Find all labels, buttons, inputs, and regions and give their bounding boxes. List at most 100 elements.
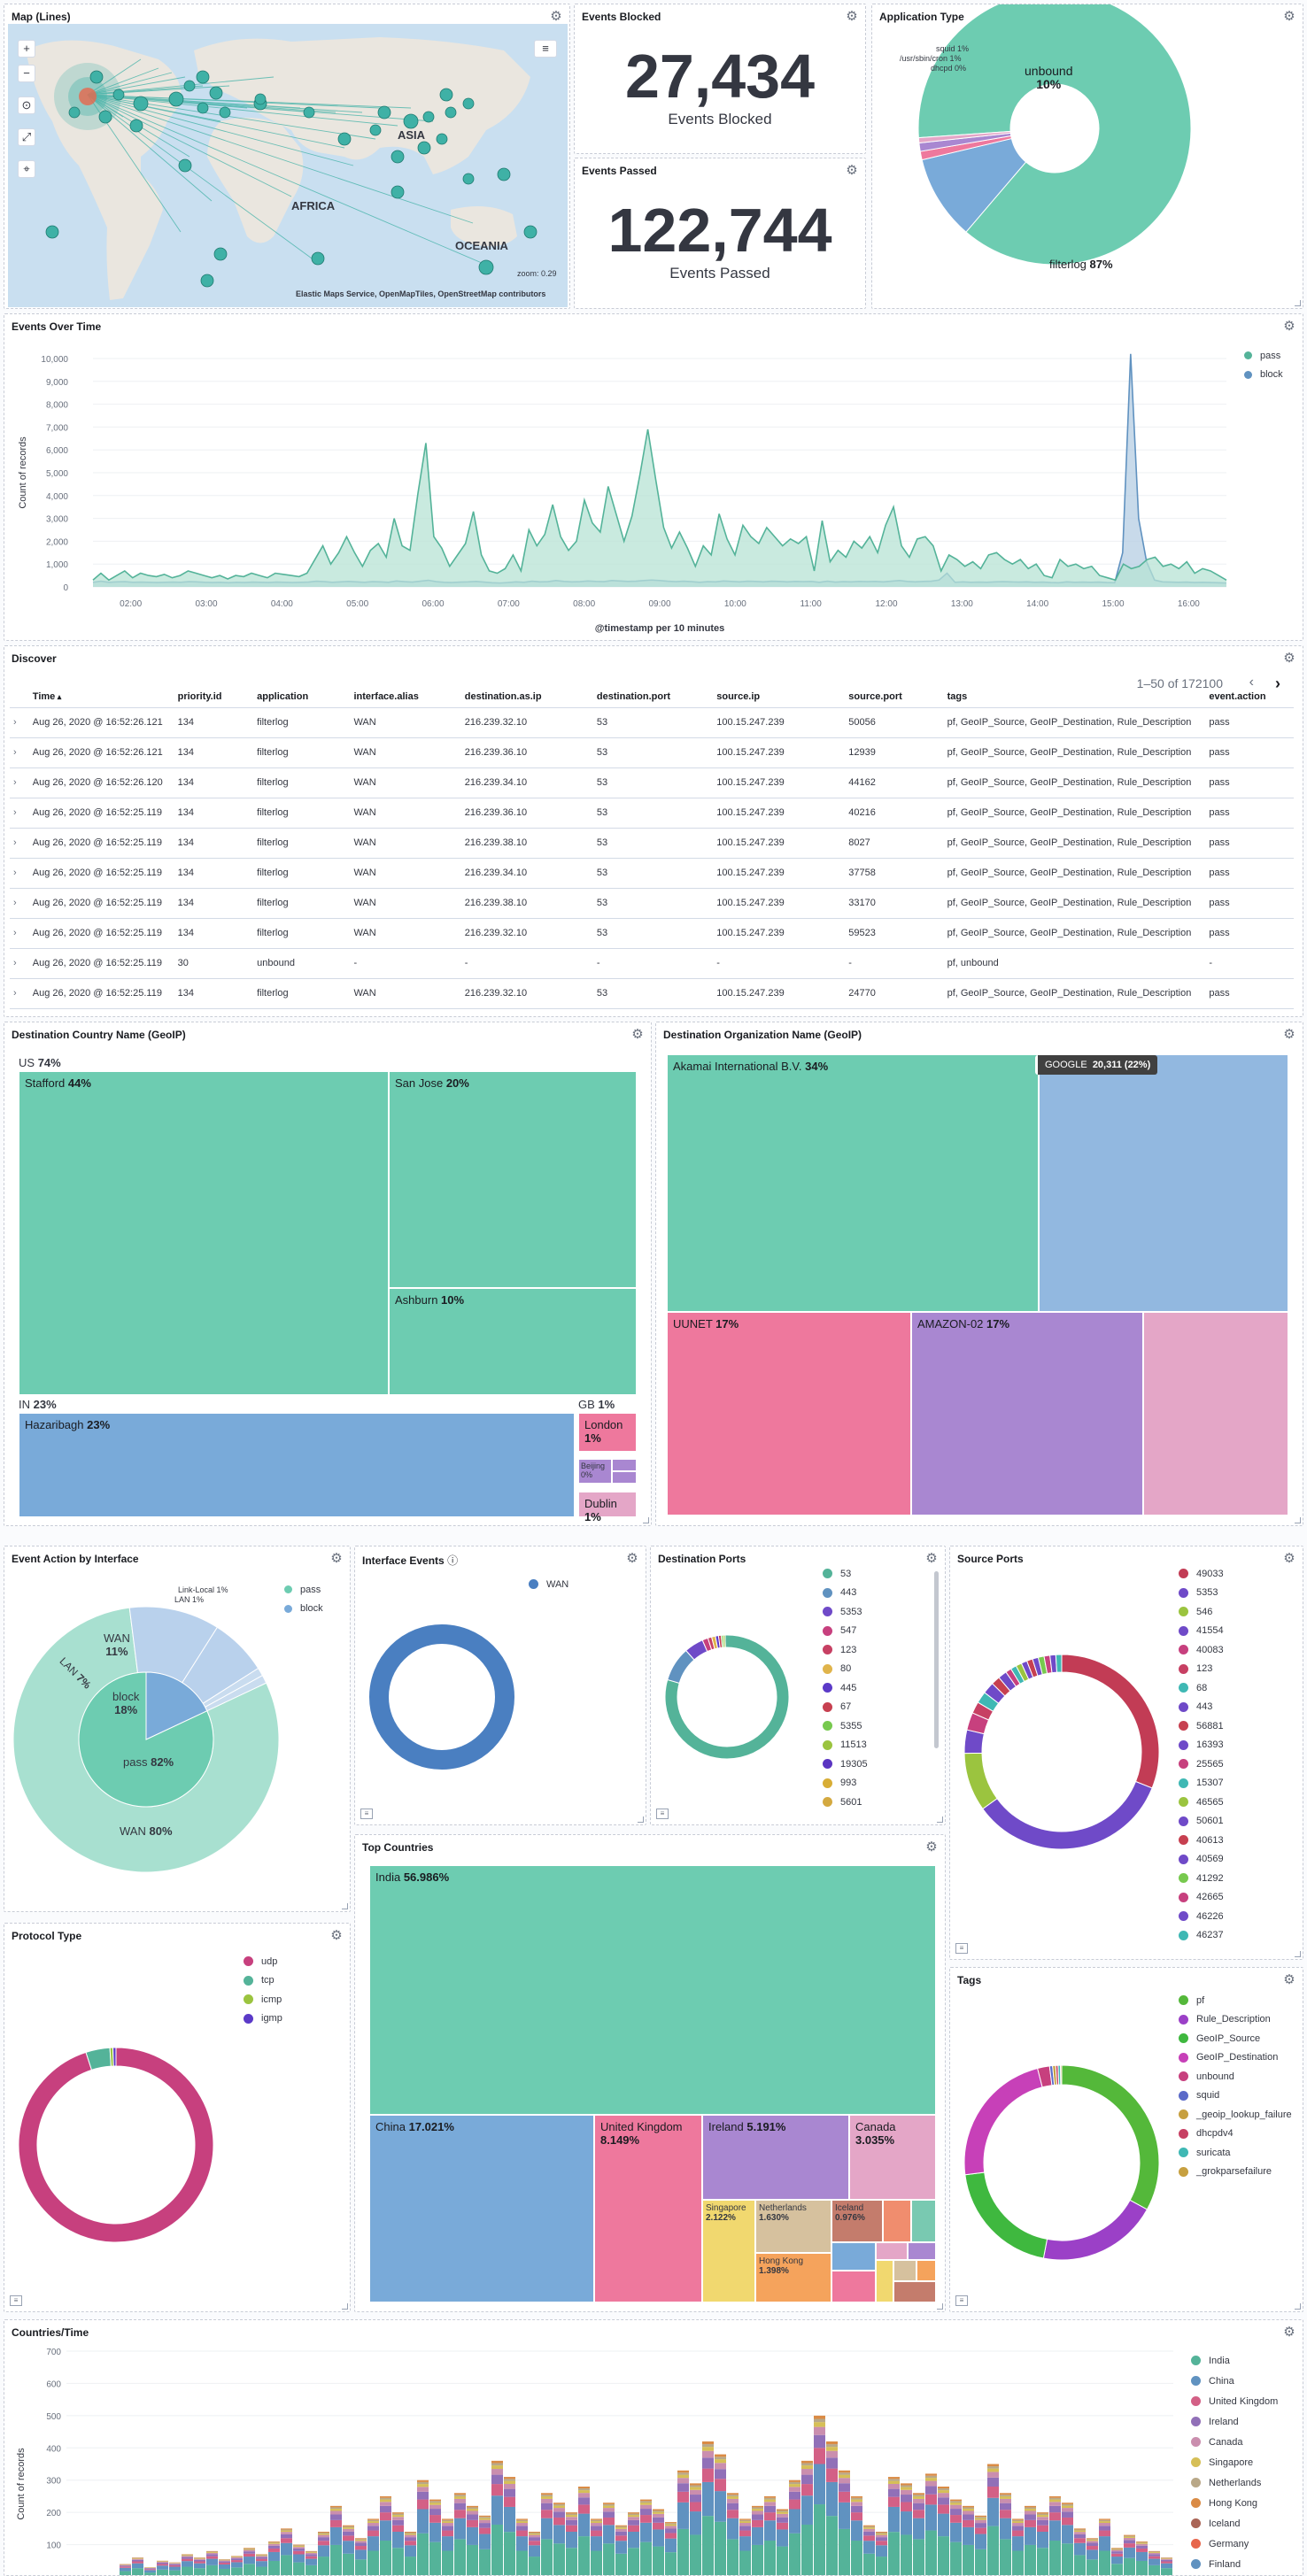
ct-bar-26-2[interactable] (442, 2531, 453, 2537)
ct-bar-5-0[interactable] (182, 2567, 193, 2576)
ct-bar-68-3[interactable] (963, 2514, 974, 2519)
ct-bar-76-2[interactable] (1062, 2518, 1073, 2525)
ct-bar-64-4[interactable] (913, 2499, 924, 2503)
ct-bar-7-0[interactable] (206, 2565, 218, 2576)
ct-bar-14-5[interactable] (293, 2546, 305, 2547)
ct-bar-68-1[interactable] (963, 2527, 974, 2545)
legend-dport-4[interactable]: 123 (823, 1640, 868, 1660)
map-zoom-in-button[interactable]: + (18, 40, 35, 58)
ct-bar-31-2[interactable] (504, 2497, 515, 2507)
ct-bar-47-2[interactable] (702, 2469, 714, 2482)
ct-bar-30-7[interactable] (491, 2461, 503, 2464)
ct-bar-59-7[interactable] (851, 2496, 862, 2498)
ct-bar-39-6[interactable] (603, 2504, 615, 2506)
ct-bar-43-7[interactable] (653, 2510, 664, 2511)
ct-bar-51-2[interactable] (752, 2520, 763, 2527)
ct-bar-52-2[interactable] (764, 2512, 776, 2520)
ct-bar-27-2[interactable] (454, 2510, 466, 2518)
ct-bar-20-6[interactable] (367, 2520, 379, 2521)
destination-ports-scrollbar[interactable] (934, 1571, 939, 1748)
ct-bar-22-1[interactable] (392, 2532, 404, 2548)
ct-bar-78-2[interactable] (1087, 2546, 1098, 2549)
tm-finland[interactable] (911, 2200, 936, 2242)
ct-bar-61-0[interactable] (876, 2557, 887, 2576)
ct-bar-43-1[interactable] (653, 2529, 664, 2546)
ct-bar-83-1[interactable] (1148, 2559, 1160, 2565)
legend-wan[interactable]: WAN (529, 1575, 568, 1594)
ct-bar-35-3[interactable] (553, 2511, 565, 2518)
ct-bar-62-7[interactable] (888, 2477, 900, 2479)
ct-bar-37-2[interactable] (578, 2504, 590, 2513)
ct-bar-46-2[interactable] (690, 2502, 701, 2511)
protocol-slice-3[interactable] (113, 2048, 116, 2066)
legend-country-9[interactable]: Germany (1191, 2534, 1278, 2554)
ct-bar-40-3[interactable] (615, 2532, 627, 2536)
tm-china[interactable]: China 17.021% (369, 2115, 594, 2302)
tm-germany[interactable] (883, 2200, 911, 2242)
legend-dport-9[interactable]: 11513 (823, 1736, 868, 1755)
ct-bar-7-3[interactable] (206, 2554, 218, 2556)
ct-bar-34-3[interactable] (541, 2503, 553, 2510)
ct-bar-69-3[interactable] (975, 2523, 986, 2528)
ct-bar-0-1[interactable] (120, 2568, 131, 2572)
ct-bar-21-6[interactable] (380, 2498, 391, 2500)
ct-bar-45-0[interactable] (677, 2529, 689, 2576)
ct-bar-14-4[interactable] (293, 2547, 305, 2549)
ct-bar-84-0[interactable] (1161, 2568, 1172, 2576)
ct-bar-21-0[interactable] (380, 2541, 391, 2576)
ct-bar-20-1[interactable] (367, 2536, 379, 2550)
ct-bar-18-2[interactable] (343, 2535, 354, 2541)
ct-bar-68-6[interactable] (963, 2507, 974, 2509)
ct-bar-23-2[interactable] (405, 2541, 416, 2545)
ct-bar-49-0[interactable] (727, 2539, 739, 2576)
ct-bar-4-1[interactable] (169, 2567, 181, 2571)
ct-bar-45-7[interactable] (677, 2471, 689, 2472)
ct-bar-47-0[interactable] (702, 2516, 714, 2576)
ct-bar-45-3[interactable] (677, 2483, 689, 2492)
ct-bar-22-2[interactable] (392, 2526, 404, 2532)
ct-bar-71-5[interactable] (1000, 2496, 1011, 2499)
tm-india[interactable]: India 56.986% (369, 1865, 936, 2115)
map-draw-icon[interactable]: ⌖ (18, 160, 35, 178)
legend-country-3[interactable]: Ireland (1191, 2411, 1278, 2432)
tm-beijing-small-2[interactable] (612, 1471, 637, 1484)
ct-bar-20-3[interactable] (367, 2526, 379, 2530)
ct-bar-43-5[interactable] (653, 2512, 664, 2514)
map-fullscreen-icon[interactable]: ⤢ (18, 128, 35, 146)
ct-bar-10-2[interactable] (244, 2554, 255, 2557)
legend-sport-19[interactable]: 46237 (1179, 1926, 1224, 1946)
ct-bar-79-0[interactable] (1099, 2550, 1110, 2576)
dest-ports-slice-9[interactable] (723, 1635, 726, 1647)
ct-bar-45-5[interactable] (677, 2475, 689, 2479)
legend-country-5[interactable]: Singapore (1191, 2452, 1278, 2472)
ct-bar-65-0[interactable] (925, 2531, 937, 2576)
ct-bar-21-2[interactable] (380, 2512, 391, 2520)
ct-bar-70-2[interactable] (987, 2487, 999, 2498)
ct-bar-24-4[interactable] (417, 2487, 429, 2491)
ct-bar-20-2[interactable] (367, 2531, 379, 2537)
ct-bar-61-3[interactable] (876, 2537, 887, 2541)
ct-bar-4-3[interactable] (169, 2564, 181, 2565)
ct-bar-73-4[interactable] (1025, 2510, 1036, 2514)
ct-bar-73-0[interactable] (1025, 2545, 1036, 2576)
ct-bar-15-6[interactable] (305, 2551, 317, 2552)
ct-bar-11-0[interactable] (256, 2567, 267, 2576)
ct-bar-78-3[interactable] (1087, 2543, 1098, 2546)
ct-bar-51-5[interactable] (752, 2509, 763, 2510)
expand-row-icon[interactable]: › (10, 798, 29, 828)
ct-bar-7-7[interactable] (206, 2551, 218, 2552)
tm-other-2[interactable] (876, 2242, 908, 2260)
ct-bar-61-5[interactable] (876, 2534, 887, 2535)
ct-bar-29-3[interactable] (479, 2523, 491, 2528)
ct-bar-41-0[interactable] (628, 2548, 639, 2576)
ct-bar-16-7[interactable] (318, 2532, 329, 2533)
tm-other-8[interactable] (893, 2281, 936, 2302)
ct-bar-38-1[interactable] (591, 2536, 602, 2550)
ct-bar-32-1[interactable] (516, 2536, 528, 2550)
ct-bar-26-3[interactable] (442, 2526, 453, 2530)
legend-country-4[interactable]: Canada (1191, 2432, 1278, 2452)
ct-bar-72-2[interactable] (1012, 2531, 1024, 2537)
ct-bar-35-6[interactable] (553, 2504, 565, 2506)
ct-bar-52-0[interactable] (764, 2541, 776, 2576)
